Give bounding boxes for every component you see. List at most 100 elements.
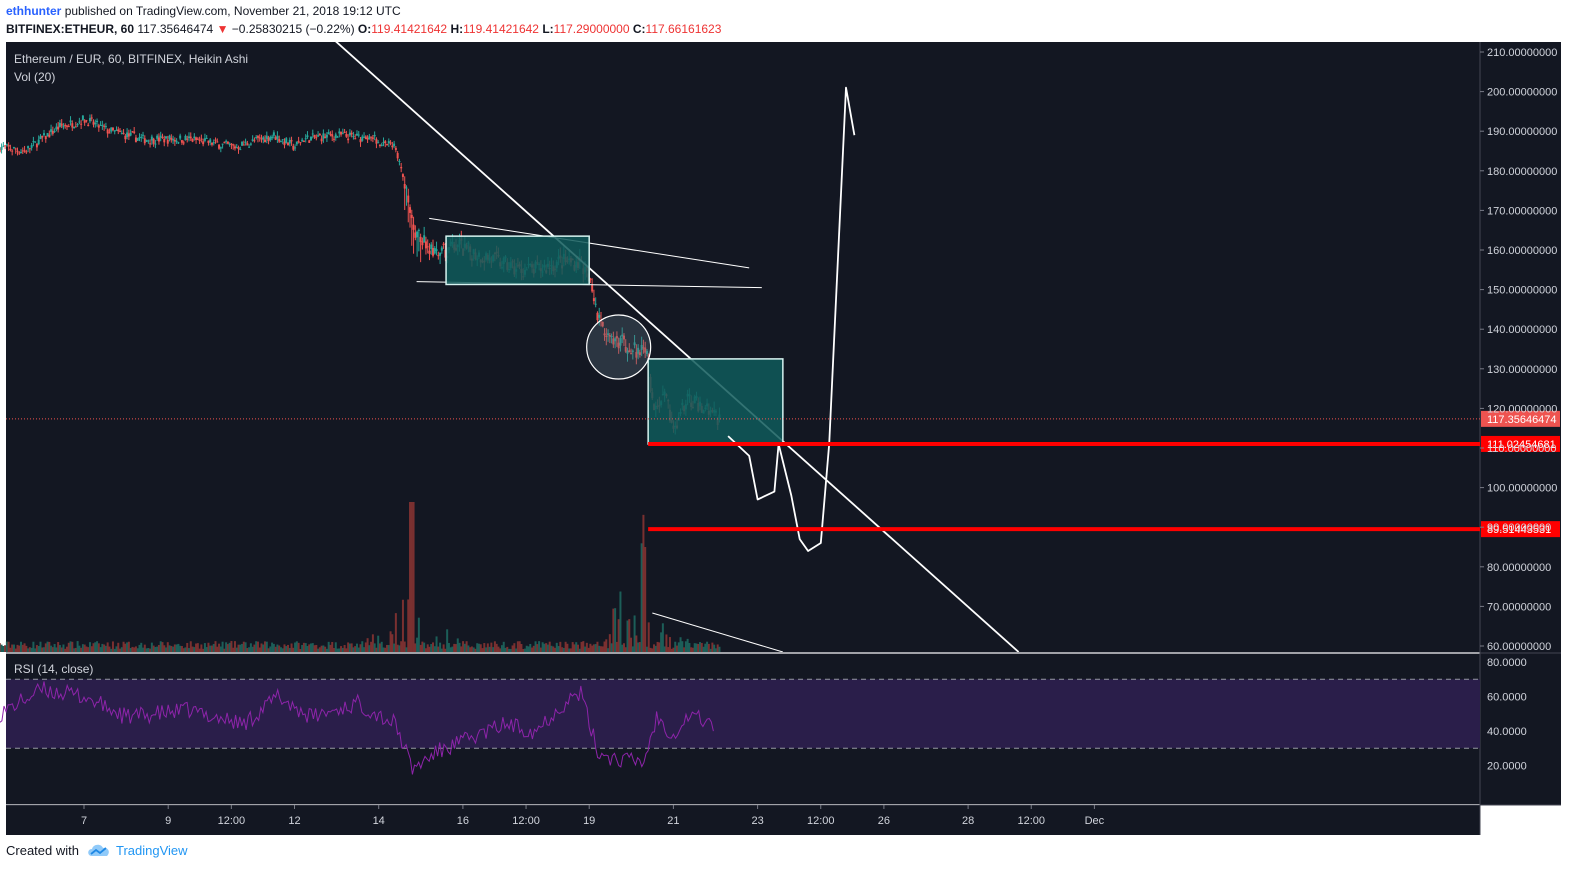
volume-bar [18,645,21,652]
candle-body [398,160,401,162]
volume-bar [405,647,408,652]
candle-body [368,136,371,140]
volume-bar [513,643,516,652]
volume-bar [622,643,625,652]
volume-bar [437,646,440,652]
price-axis-label: 60.00000000 [1487,641,1551,653]
candle-body [157,137,160,142]
candle-body [405,187,408,189]
volume-bar [177,643,180,652]
volume-bar [497,646,500,652]
candle-body [106,129,109,134]
candle-body [644,347,647,353]
candle-body [175,140,178,142]
volume-bar [578,648,581,652]
time-axis-label: 23 [751,815,763,827]
volume-bar [78,645,81,652]
volume-bar [290,643,293,652]
candle-body [73,126,76,129]
volume-bar [704,643,707,652]
volume-bar [350,643,353,652]
volume-bar [64,648,67,652]
volume-bar [699,642,702,652]
candle-body [426,246,429,248]
candle-body [633,342,636,346]
volume-bar [424,648,427,652]
candle-body [366,138,369,140]
candle-body [276,135,279,139]
volume-bar [179,645,182,652]
volume-bar [21,644,24,652]
candle-body [7,144,10,147]
volume-bar [67,642,70,652]
volume-bar [454,644,457,652]
candle-body [320,138,323,142]
volume-bar [205,647,208,652]
candle-body [235,147,238,149]
volume-bar [2,646,5,652]
candle-body [288,139,291,144]
volume-bar [624,647,627,652]
volume-bar [440,648,443,652]
volume-bar [637,642,640,652]
volume-bar [50,645,53,652]
candle-body [622,335,625,340]
candle-body [43,133,46,136]
volume-bar [642,514,645,652]
volume-bar [546,644,549,652]
volume-bar [28,647,31,652]
tradingview-link[interactable]: TradingView [116,843,188,858]
volume-bar [631,646,634,652]
volume-bar [603,641,606,652]
candle-body [265,135,268,139]
volume-bar [37,646,40,652]
price-axis-label: 150.00000000 [1487,285,1557,297]
volume-bar [88,642,91,652]
candle-body [382,142,385,144]
volume-bar [331,641,334,652]
volume-bar [182,648,185,652]
candle-body [364,136,367,140]
volume-bar [518,641,521,652]
volume-bar [332,647,335,652]
candle-body [417,229,420,231]
time-axis-label: 12:00 [1017,815,1045,827]
price-axis-label: 90.00000000 [1487,522,1551,534]
rsi-line [0,681,714,775]
volume-bar [403,641,406,652]
candle-body [16,150,19,152]
candle-body [11,150,14,152]
volume-bar [363,647,366,652]
volume-bar [559,641,562,652]
volume-bar [522,648,525,652]
volume-bar [272,643,275,652]
volume-bar [571,642,574,652]
candle-body [39,136,42,140]
volume-bar [292,647,295,652]
volume-bar [676,645,679,652]
candle-body [389,142,392,144]
author-link[interactable]: ethhunter [6,4,62,18]
volume-bar [90,646,93,652]
volume-bar [163,645,166,652]
volume-bar [264,641,267,652]
volume-bar [401,599,404,652]
candle-body [48,134,51,138]
volume-bar [7,641,10,652]
volume-bar [407,599,410,652]
volume-bar [527,646,530,652]
candle-body [20,151,23,153]
candle-body [71,123,74,128]
volume-bar [691,647,694,652]
volume-bar [713,644,716,652]
volume-bar [329,644,332,652]
volume-bar [608,634,611,652]
volume-bar [101,643,104,652]
volume-bar [396,644,399,652]
price-chart[interactable]: 117.35646474 111.02454681 89.51443531 210.… [0,42,1586,835]
candle-body [161,137,164,139]
volume-bar [615,641,618,652]
candle-body [637,347,640,354]
volume-bar [474,648,477,652]
candle-body [297,140,300,142]
